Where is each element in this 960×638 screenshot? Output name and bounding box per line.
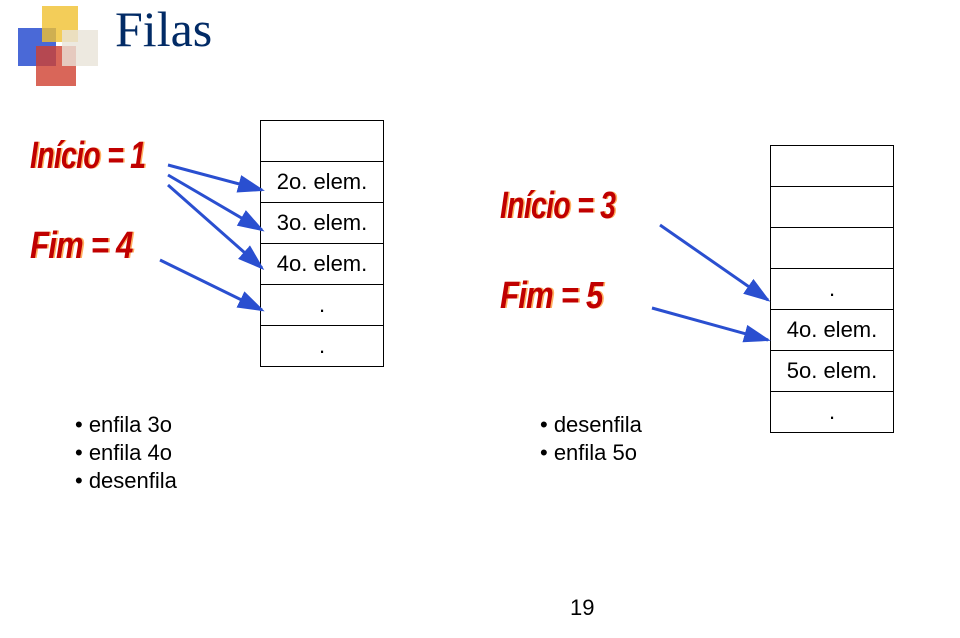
operation-item: • enfila 4o [75,440,177,466]
operation-label: enfila 5o [548,440,637,465]
operations-right: • desenfila• enfila 5o [540,410,642,468]
bullet-icon: • [540,412,548,438]
operations-left: • enfila 3o• enfila 4o• desenfila [75,410,177,496]
label-inicio-1: Início = 1 [30,135,145,178]
bullet-icon: • [75,440,83,466]
queue-cell: 4o. elem. [771,310,894,351]
operation-label: enfila 4o [83,440,172,465]
queue-cell: . [261,285,384,326]
label-fim-5: Fim = 5 [500,275,603,318]
queue-cell: 2o. elem. [261,162,384,203]
bullet-icon: • [75,468,83,494]
label-fim-4: Fim = 4 [30,225,133,268]
page-number: 19 [570,595,594,621]
queue-right: .4o. elem.5o. elem.. [770,145,894,433]
page-title: Filas [115,0,212,58]
queue-cell: 4o. elem. [261,244,384,285]
queue-cell: . [771,269,894,310]
operation-item: • desenfila [75,468,177,494]
queue-cell: 3o. elem. [261,203,384,244]
pointer-arrow [160,260,262,310]
logo-square [62,30,98,66]
operation-label: desenfila [83,468,177,493]
operation-item: • enfila 3o [75,412,177,438]
bullet-icon: • [540,440,548,466]
queue-cell: 5o. elem. [771,351,894,392]
queue-cell [771,228,894,269]
pointer-arrow [168,175,262,230]
queue-cell: . [261,326,384,367]
queue-cell: . [771,392,894,433]
operation-label: enfila 3o [83,412,172,437]
pointer-arrow [652,308,768,340]
queue-cell [771,187,894,228]
operation-item: • desenfila [540,412,642,438]
operation-label: desenfila [548,412,642,437]
pointer-arrow [168,185,262,268]
slide: Filas Início = 1 Fim = 4 Início = 3 Fim … [0,0,960,638]
queue-cell [771,146,894,187]
queue-cell [261,121,384,162]
bullet-icon: • [75,412,83,438]
operation-item: • enfila 5o [540,440,642,466]
pointer-arrow [660,225,768,300]
queue-left: 2o. elem.3o. elem.4o. elem... [260,120,384,367]
label-inicio-3: Início = 3 [500,185,615,228]
pointer-arrow [168,165,262,190]
corner-logo [18,6,108,86]
